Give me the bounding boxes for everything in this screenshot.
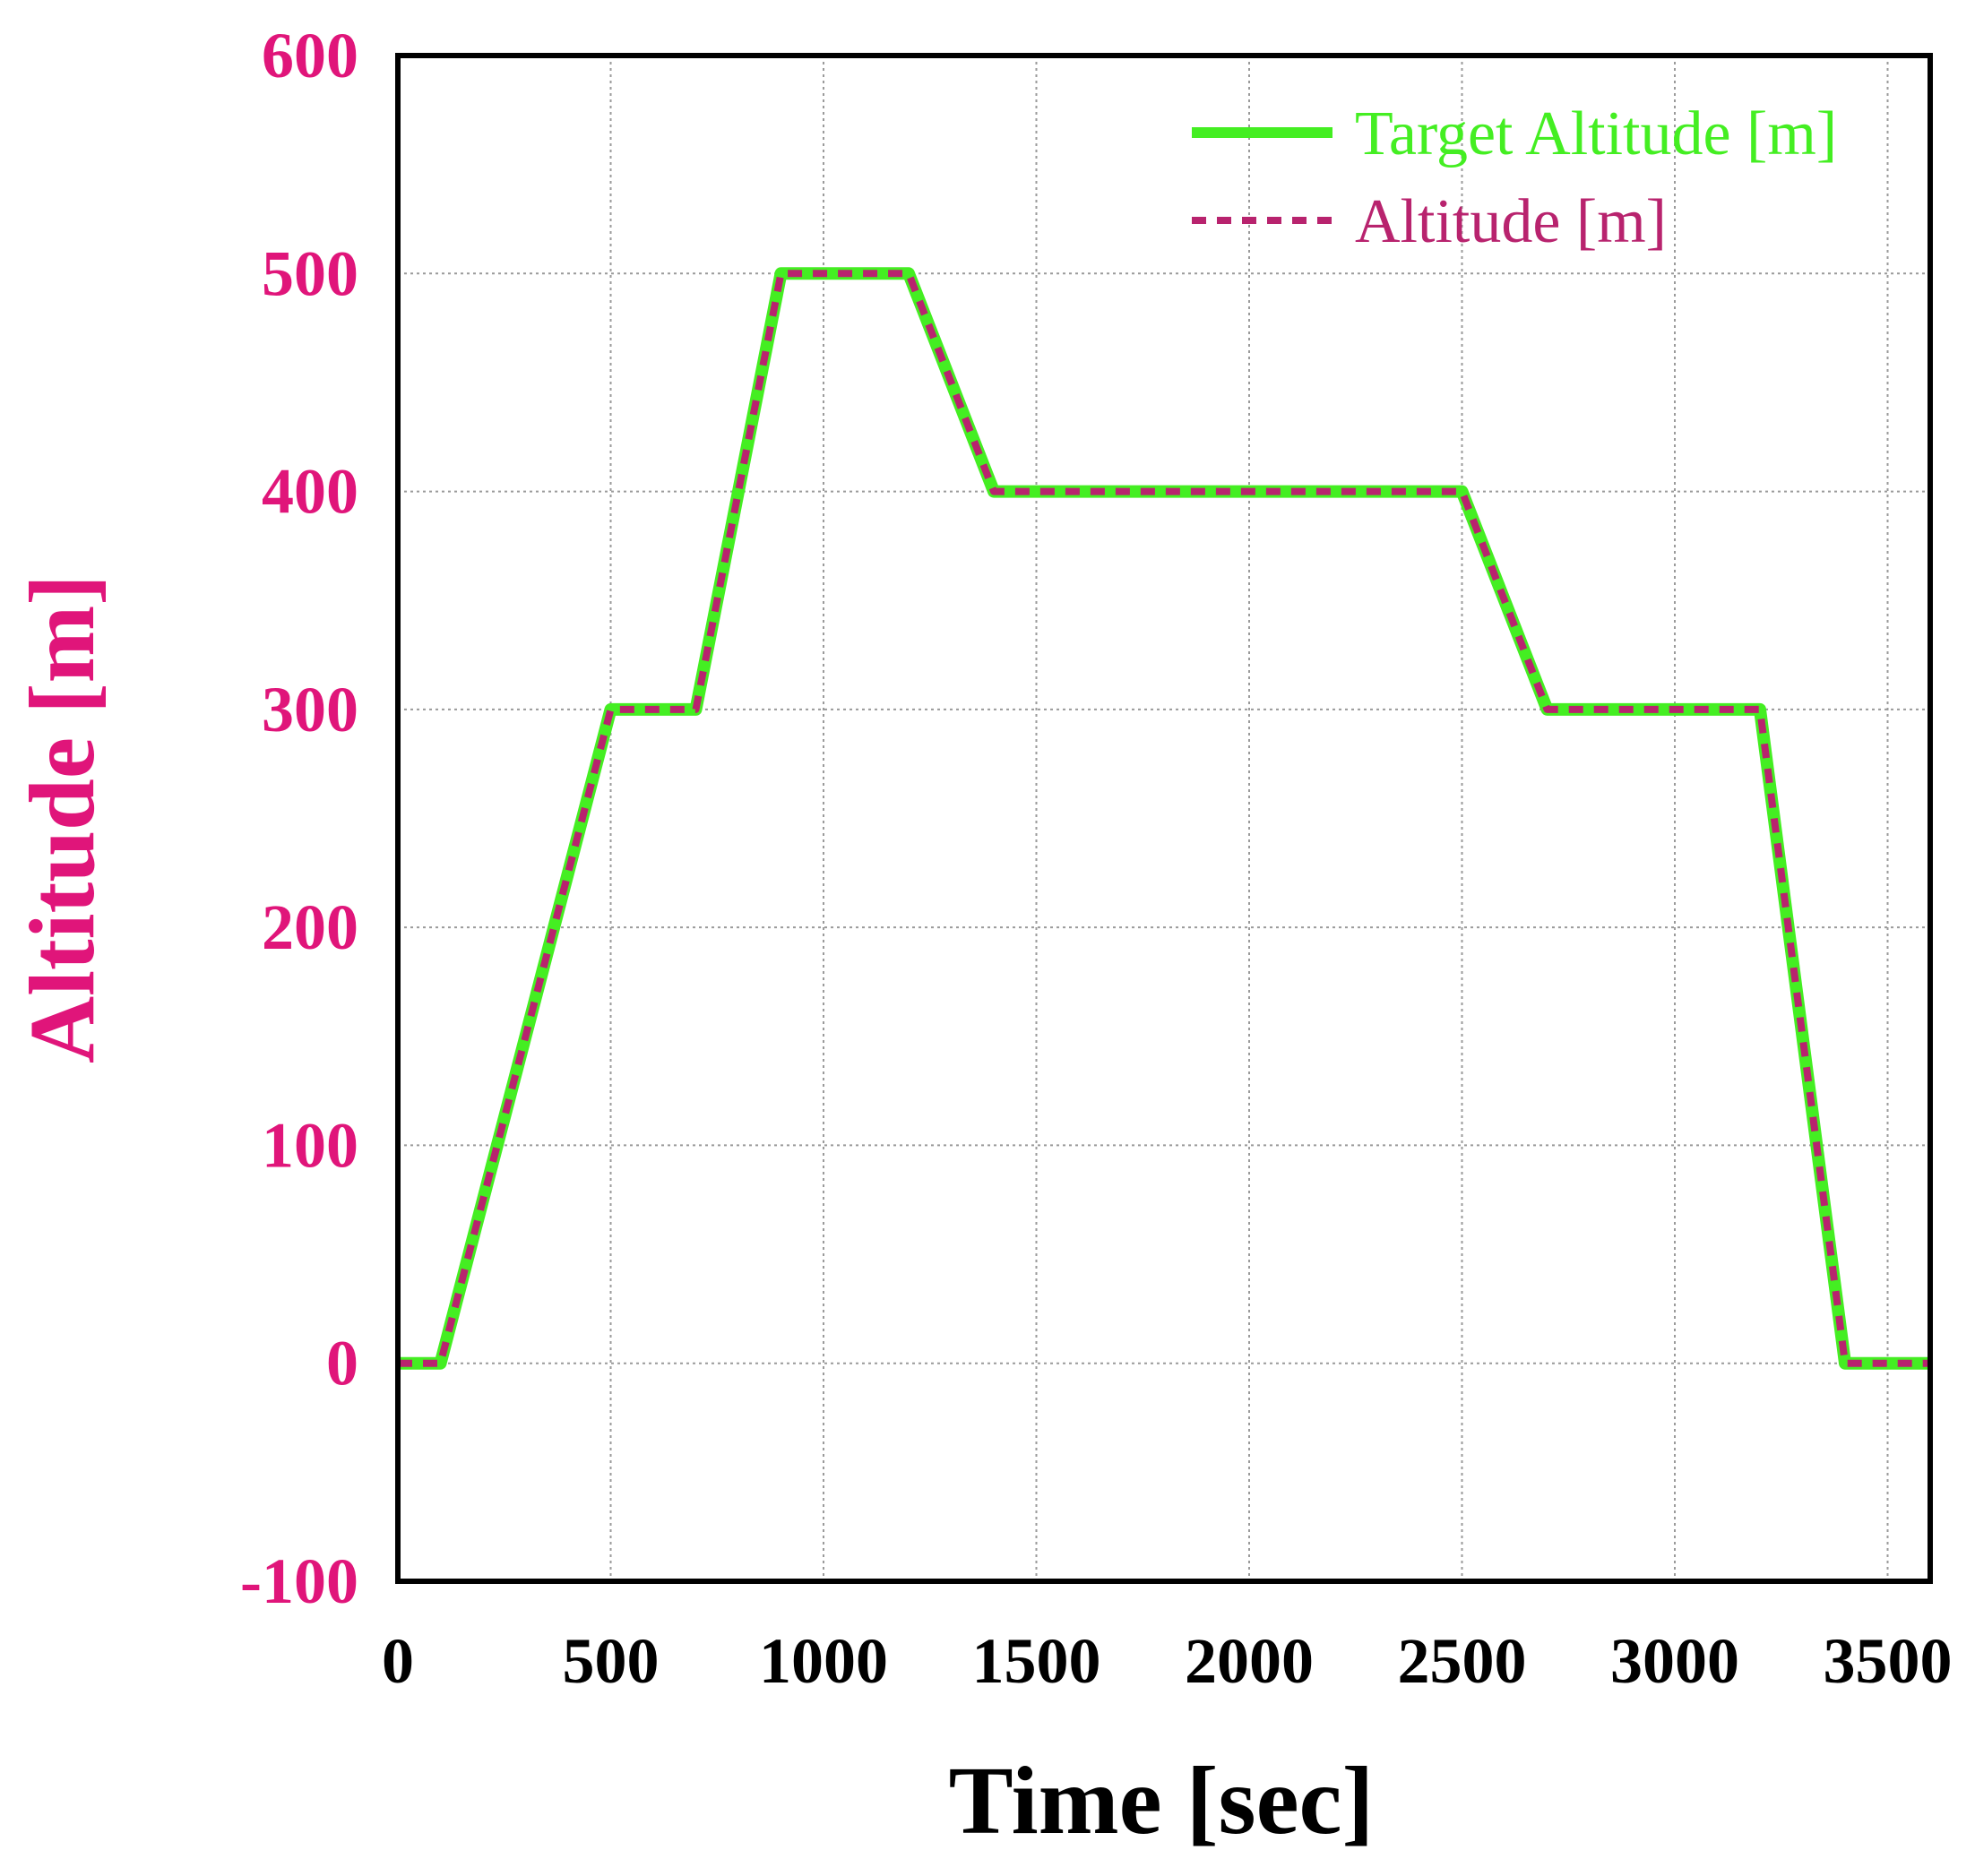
x-tick-label: 3000 — [1610, 1625, 1739, 1697]
series-line-2 — [398, 270, 1930, 1367]
y-tick-label: 100 — [262, 1109, 358, 1181]
y-tick-label: 600 — [262, 20, 358, 91]
y-tick-label: 0 — [326, 1328, 358, 1399]
series-line-1 — [398, 267, 1930, 1370]
x-axis-label: Time [sec] — [949, 1748, 1375, 1854]
y-axis-label: Altitude [m] — [11, 574, 114, 1063]
x-tick-label: 3500 — [1824, 1625, 1953, 1697]
y-tick-label: 400 — [262, 456, 358, 528]
y-tick-label: -100 — [240, 1545, 358, 1617]
x-tick-labels: 0 500 1000 1500 2000 2500 3000 3500 — [382, 1625, 1953, 1697]
series-layer — [398, 267, 1930, 1370]
grid — [398, 56, 1930, 1581]
legend: Target Altitude [m] Altitude [m] — [1192, 99, 1837, 256]
plot-frame — [395, 53, 1933, 1584]
y-tick-label: 200 — [262, 891, 358, 963]
x-tick-label: 1000 — [759, 1625, 888, 1697]
legend-label: Altitude [m] — [1355, 187, 1667, 256]
x-tick-label: 0 — [382, 1625, 414, 1697]
legend-label: Target Altitude [m] — [1355, 99, 1837, 168]
y-tick-labels: -100 0 100 200 300 400 500 600 — [240, 20, 358, 1617]
y-tick-label: 300 — [262, 674, 358, 745]
x-tick-label: 500 — [563, 1625, 660, 1697]
x-tick-label: 2000 — [1185, 1625, 1314, 1697]
x-tick-label: 1500 — [972, 1625, 1101, 1697]
y-tick-label: 500 — [262, 237, 358, 309]
x-tick-label: 2500 — [1398, 1625, 1527, 1697]
